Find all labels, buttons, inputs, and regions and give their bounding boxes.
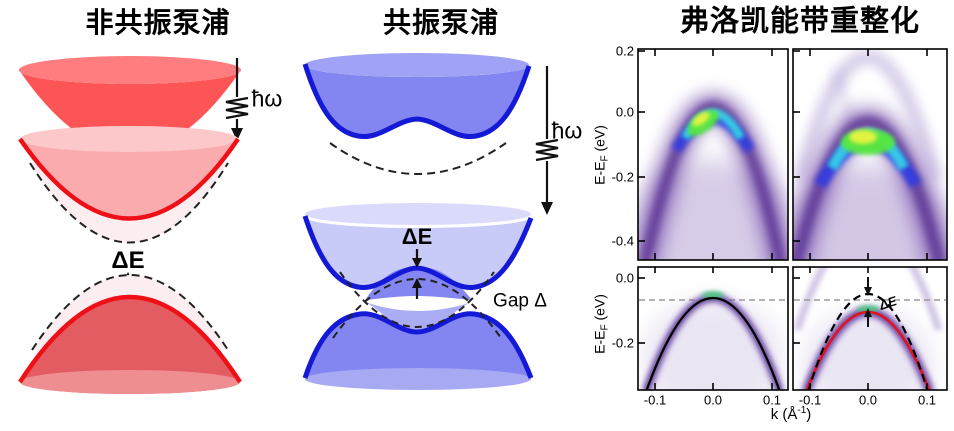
arpes-top-right-map (793, 50, 947, 260)
x-axis-main: k (Å (770, 406, 798, 423)
delta-e-arrows-middle (412, 249, 422, 299)
arpes-top-left-map (638, 92, 788, 260)
y-axis-main: E-E (591, 161, 608, 185)
shifted-conduction-band (18, 126, 240, 244)
xtick-l-0.0: 0.0 (703, 392, 723, 408)
y-axis-unit: (eV) (591, 294, 608, 325)
xtick-l-0.1: 0.1 (762, 392, 782, 408)
ytick-0.2: 0.2 (615, 43, 634, 59)
arpes-bottom-right-map (793, 267, 946, 390)
arpes-bottom-left-map (639, 291, 787, 390)
hybridized-bands (302, 203, 534, 390)
delta-e-label-left: ΔE (111, 247, 145, 274)
y-axis-sub: F (599, 155, 611, 162)
resonant-panel-art (302, 53, 559, 390)
photon-arrow-left (225, 58, 249, 141)
xtick-r-0.1: 0.1 (917, 392, 937, 408)
xtick-l--0.1: -0.1 (643, 392, 667, 408)
delta-e-arrows-floquet (864, 277, 872, 327)
ytick-bottom--0.2: -0.2 (611, 335, 634, 351)
xtick-r--0.1: -0.1 (798, 392, 822, 408)
gap-label: Gap Δ (493, 290, 547, 312)
x-axis-close: ) (806, 406, 812, 423)
nonresonant-title: 非共振泵浦 (85, 7, 231, 38)
y-axis-label-top: E-EF (eV) (592, 125, 611, 185)
floquet-title: 弗洛凯能带重整化 (679, 5, 921, 38)
arpes-axis-ticks (638, 49, 928, 390)
x-axis-sup: -1 (797, 405, 807, 416)
delta-e-label-middle: ΔE (401, 224, 433, 249)
photon-energy-label-left: ħω (251, 85, 283, 112)
x-axis-label: k (Å-1) (771, 405, 812, 423)
y-axis-unit: (eV) (591, 125, 608, 156)
y-axis-sub: F (599, 324, 611, 331)
y-axis-label-bottom: E-EF (eV) (592, 294, 611, 354)
equilibrium-fit-curve (645, 296, 781, 390)
photon-energy-label-middle: ħω (551, 117, 583, 144)
valence-band-dome (18, 274, 242, 394)
photon-arrow-middle (535, 66, 559, 215)
upper-floquet-band (302, 53, 532, 175)
resonant-title: 共振泵浦 (382, 7, 500, 38)
ytick-bottom-0.0: 0.0 (615, 270, 634, 286)
nonresonant-panel-art (18, 56, 249, 394)
xtick-r-0.0: 0.0 (858, 392, 878, 408)
y-axis-main: E-E (591, 330, 608, 354)
ytick-0.0: 0.0 (615, 104, 634, 120)
ytick--0.4: -0.4 (611, 233, 634, 249)
ytick--0.2: -0.2 (611, 169, 634, 185)
